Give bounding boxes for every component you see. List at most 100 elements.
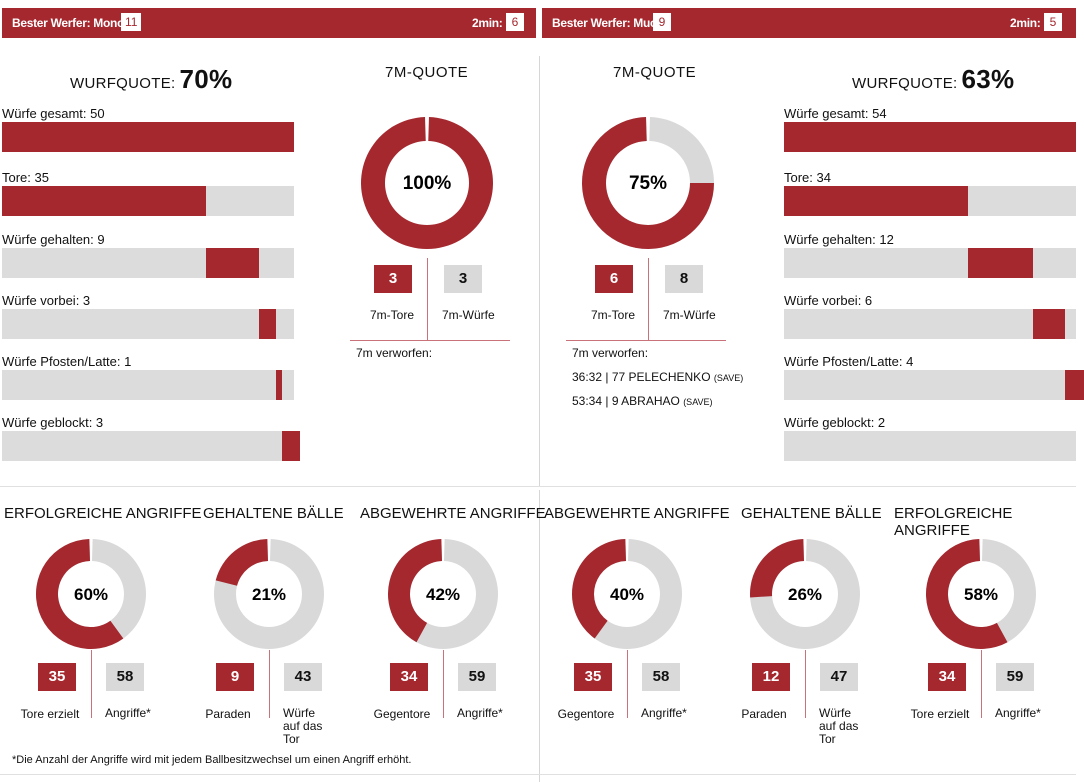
twomin-label: 2min: (472, 16, 503, 30)
donut-pct: 42% (426, 585, 460, 604)
donut-red-value: 35 (574, 663, 612, 691)
twomin-value: 6 (506, 13, 524, 31)
bar-label: Würfe geblockt: 3 (2, 415, 104, 430)
donut-divider (981, 650, 982, 718)
bar-fill (784, 186, 968, 216)
donut-divider (443, 650, 444, 718)
donut-arc-value (215, 539, 269, 586)
verworfen-main: 36:32 | 77 PELECHENKO (572, 370, 711, 384)
left-7m-arc-value (361, 117, 493, 249)
bar-track (784, 370, 1084, 400)
bar-fill (1065, 370, 1084, 400)
bar-label: Würfe Pfosten/Latte: 1 (2, 354, 132, 369)
right-7m-donut: 75% (582, 117, 714, 249)
donut-divider (269, 650, 270, 718)
bar-track (784, 248, 1076, 278)
right-7m-hline (566, 340, 726, 341)
donut-grey-label: Angriffe* (457, 706, 503, 720)
donut-red-value: 12 (752, 663, 790, 691)
right-7m-tore-label: 7m-Tore (591, 308, 636, 322)
verworfen-entry: 36:32 | 77 PELECHENKO (SAVE) (572, 370, 743, 384)
donut-title: ERFOLGREICHE ANGRIFFE (4, 505, 202, 522)
bar-track (784, 431, 1076, 461)
bar-track (2, 370, 294, 400)
left-7m-tore-value: 3 (374, 265, 412, 293)
twomin-value: 5 (1044, 13, 1062, 31)
right-7m-tore-value: 6 (595, 265, 633, 293)
donut-red-label: Gegentore (373, 707, 431, 721)
bar-track (784, 309, 1076, 339)
bar-fill (967, 248, 1033, 278)
donut-chart: 21% (214, 539, 324, 649)
donut-red-value: 34 (928, 663, 966, 691)
left-7m-wuerfe-label: 7m-Würfe (442, 308, 495, 322)
bar-track (2, 186, 294, 216)
right-7m-title: 7M-QUOTE (613, 64, 697, 81)
donut-grey-value: 43 (284, 663, 322, 691)
donut-chart: 42% (388, 539, 498, 649)
bar-track (2, 309, 294, 339)
bar-label: Würfe geblockt: 2 (784, 415, 886, 430)
donut-chart: 40% (572, 539, 682, 649)
donut-chart: 60% (36, 539, 146, 649)
left-7m-title: 7M-QUOTE (385, 64, 469, 81)
footnote: *Die Anzahl der Angriffe wird mit jedem … (12, 754, 412, 766)
wurfquote-label: WURFQUOTE: (70, 75, 176, 92)
donut-red-label: Paraden (205, 707, 251, 721)
donut-arc-value (926, 539, 1008, 649)
bar-track (2, 122, 294, 152)
bar-fill (276, 370, 283, 400)
donut-red-label: Gegentore (557, 707, 615, 721)
donut-arc-value (388, 539, 443, 643)
left-7m-donut: 100% (361, 117, 493, 249)
section-divider (0, 486, 1076, 487)
donut-red-label: Paraden (741, 707, 787, 721)
donut-title: ERFOLGREICHE ANGRIFFE (894, 505, 1013, 539)
left-7m-vline (427, 258, 428, 340)
verworfen-entry: 53:34 | 9 ABRAHAO (SAVE) (572, 394, 713, 408)
donut-grey-label: Angriffe* (105, 706, 151, 720)
wurfquote-value: 63% (961, 64, 1015, 94)
bottom-divider (0, 774, 1076, 775)
bar-label: Würfe gesamt: 50 (2, 106, 105, 121)
bar-track (784, 122, 1076, 152)
donut-grey-value: 47 (820, 663, 858, 691)
donut-grey-label: Angriffe* (995, 706, 1041, 720)
donut-grey-label: Würfe auf das Tor (819, 706, 859, 746)
bar-track (2, 248, 294, 278)
right-header-bar: Bester Werfer: Muck 9 2min: 5 (542, 8, 1076, 38)
bar-label: Würfe Pfosten/Latte: 4 (784, 354, 914, 369)
donut-red-value: 35 (38, 663, 76, 691)
donut-arc-value (36, 539, 124, 649)
right-7m-vline (648, 258, 649, 340)
verworfen-main: 53:34 | 9 ABRAHAO (572, 394, 680, 408)
donut-divider (627, 650, 628, 718)
left-7m-pct: 100% (403, 173, 452, 194)
donut-grey-value: 59 (458, 663, 496, 691)
bar-fill (258, 309, 277, 339)
left-7m-hline (350, 340, 510, 341)
donut-grey-label: Angriffe* (641, 706, 687, 720)
right-7m-pct: 75% (629, 173, 667, 194)
donut-pct: 58% (964, 585, 998, 604)
donut-divider (805, 650, 806, 718)
right-7m-arc-value (582, 117, 714, 249)
bar-label: Tore: 34 (784, 170, 831, 185)
donut-pct: 26% (788, 585, 822, 604)
bar-fill (2, 186, 207, 216)
donut-title: GEHALTENE BÄLLE (203, 505, 344, 522)
left-7m-wuerfe-value: 3 (444, 265, 482, 293)
left-7m-tore-label: 7m-Tore (370, 308, 415, 322)
bar-fill (206, 248, 259, 278)
donut-chart: 26% (750, 539, 860, 649)
bar-fill (784, 122, 1076, 152)
donut-red-label: Tore erzielt (20, 707, 80, 721)
right-7m-verworfen-label: 7m verworfen: (572, 346, 649, 360)
right-7m-wuerfe-label: 7m-Würfe (663, 308, 716, 322)
right-7m-wuerfe-value: 8 (665, 265, 703, 293)
best-thrower-value: 11 (121, 13, 142, 31)
left-header-bar: Bester Werfer: Monch 11 2min: 6 (2, 8, 536, 38)
bar-label: Würfe gehalten: 9 (2, 232, 105, 247)
donut-grey-value: 58 (106, 663, 144, 691)
donut-pct: 40% (610, 585, 644, 604)
